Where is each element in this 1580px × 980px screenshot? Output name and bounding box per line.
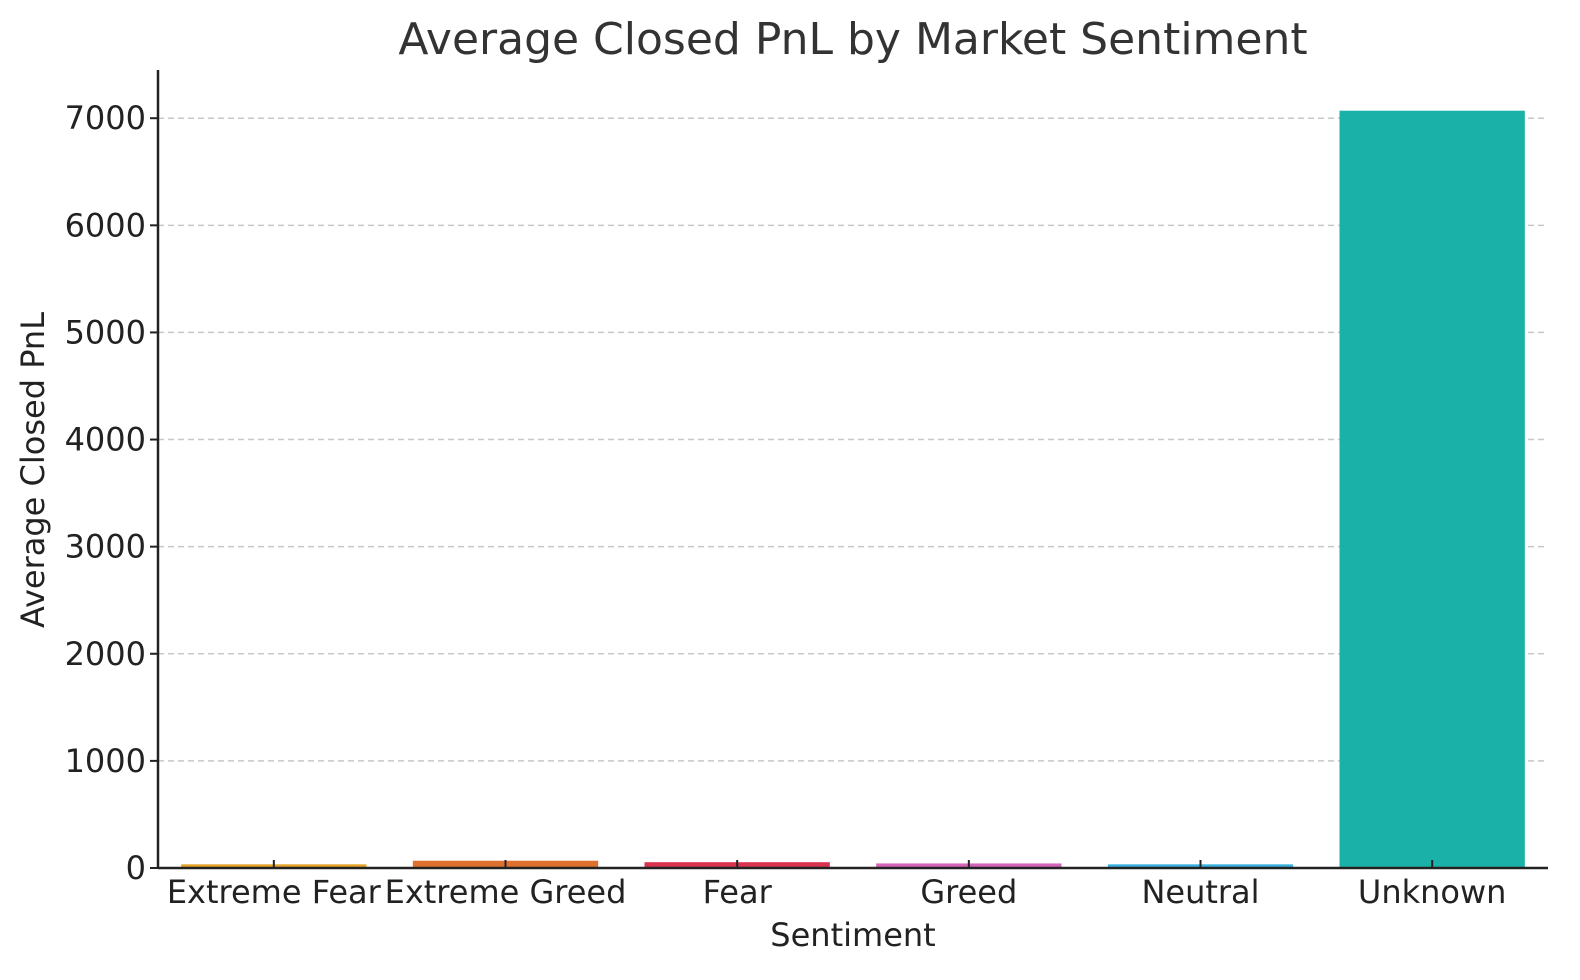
x-tick-label: Neutral <box>1141 873 1259 911</box>
y-tick-label: 0 <box>126 849 146 887</box>
y-tick-label: 6000 <box>65 206 146 244</box>
x-tick-label: Extreme Fear <box>167 873 382 911</box>
x-tick-label: Extreme Greed <box>385 873 627 911</box>
y-tick-label: 2000 <box>65 635 146 673</box>
bar <box>1339 110 1525 868</box>
chart-title: Average Closed PnL by Market Sentiment <box>398 14 1307 65</box>
axes <box>156 70 1548 870</box>
bars <box>181 110 1525 868</box>
x-axis-label: Sentiment <box>770 916 935 954</box>
y-tick-label: 4000 <box>65 421 146 459</box>
y-tick-label: 5000 <box>65 313 146 351</box>
y-tick-label: 3000 <box>65 528 146 566</box>
y-ticks: 0 1000 2000 3000 4000 5000 6000 7000 <box>65 99 158 887</box>
y-tick-label: 7000 <box>65 99 146 137</box>
y-tick-label: 1000 <box>65 742 146 780</box>
y-axis-label: Average Closed PnL <box>14 312 52 628</box>
grid-lines <box>158 117 1548 762</box>
x-ticks: Extreme Fear Extreme Greed Fear Greed Neutra… <box>167 860 1507 911</box>
x-tick-label: Greed <box>920 873 1017 911</box>
x-tick-label: Fear <box>703 873 773 911</box>
x-tick-label: Unknown <box>1358 873 1507 911</box>
